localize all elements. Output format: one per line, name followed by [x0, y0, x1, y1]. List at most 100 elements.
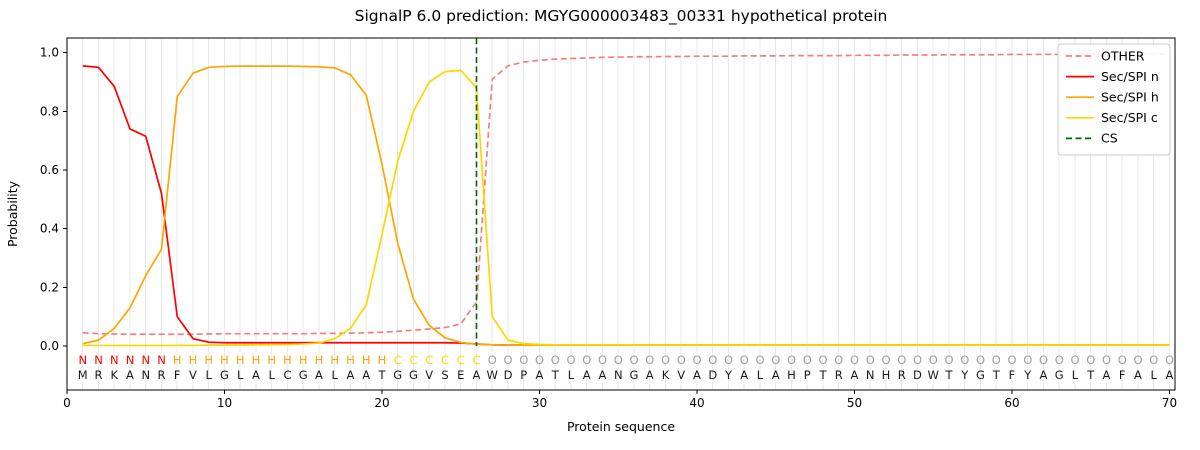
series-line-sec-spi-n: [82, 65, 1170, 346]
region-label: O: [881, 353, 890, 367]
region-label: O: [929, 353, 938, 367]
region-label: O: [1055, 353, 1064, 367]
region-label: O: [787, 353, 796, 367]
plot-frame: [66, 37, 1176, 391]
residue: L: [568, 368, 575, 382]
region-label: H: [330, 353, 339, 367]
chart-title: SignalP 6.0 prediction: MGYG000003483_00…: [355, 7, 888, 26]
region-label: O: [834, 353, 843, 367]
residue: Y: [1023, 368, 1032, 382]
probability-series: [82, 38, 1170, 347]
region-label: O: [724, 353, 733, 367]
region-label: H: [220, 353, 229, 367]
y-tick-label: 0.4: [40, 222, 59, 236]
region-label: H: [299, 353, 308, 367]
residue: L: [206, 368, 213, 382]
residue: A: [1103, 368, 1111, 382]
residue: H: [882, 368, 891, 382]
residue: W: [487, 368, 498, 382]
residue: N: [866, 368, 875, 382]
region-label: O: [503, 353, 512, 367]
residue: G: [1055, 368, 1064, 382]
residue: A: [740, 368, 748, 382]
series-line-other: [82, 53, 1170, 336]
region-label: N: [94, 353, 103, 367]
region-label: O: [692, 353, 701, 367]
region-label: H: [173, 353, 182, 367]
region-label: O: [645, 353, 654, 367]
region-label: H: [346, 353, 355, 367]
region-label: O: [1165, 353, 1174, 367]
region-label: O: [488, 353, 497, 367]
sequence-rows: NMNRNKNANNNRHFHVHLHGHLHAHLHCHGHAHLHAHAHT…: [78, 353, 1174, 382]
residue: N: [614, 368, 623, 382]
residue: A: [583, 368, 591, 382]
x-tick-label: 50: [847, 396, 862, 410]
region-label: O: [1070, 353, 1079, 367]
series-line-sec-spi-c: [82, 69, 1170, 347]
residue: H: [787, 368, 796, 382]
region-label: C: [457, 353, 465, 367]
plot-frame-group: [66, 37, 1176, 391]
region-label: C: [472, 353, 480, 367]
legend-label-sec-spi-n: Sec/SPI n: [1101, 69, 1159, 84]
legend-label-sec-spi-c: Sec/SPI c: [1101, 110, 1158, 125]
region-label: O: [740, 353, 749, 367]
residue: G: [976, 368, 985, 382]
residue: A: [1166, 368, 1174, 382]
residue: C: [283, 368, 291, 382]
residue: K: [662, 368, 670, 382]
residue: S: [441, 368, 448, 382]
residue: L: [1072, 368, 1079, 382]
residue: V: [677, 368, 685, 382]
region-label: O: [755, 353, 764, 367]
y-tick-label: 1.0: [40, 46, 59, 60]
region-label: N: [126, 353, 135, 367]
gridlines: [82, 38, 1170, 390]
x-axis-label: Protein sequence: [567, 419, 675, 434]
region-label: O: [519, 353, 528, 367]
legend-label-cs: CS: [1101, 131, 1118, 146]
region-label: O: [944, 353, 953, 367]
residue: A: [851, 368, 859, 382]
region-label: N: [110, 353, 119, 367]
region-label: H: [189, 353, 198, 367]
region-label: O: [1007, 353, 1016, 367]
y-tick-label: 0.0: [40, 339, 59, 353]
region-label: O: [629, 353, 638, 367]
region-label: N: [78, 353, 87, 367]
residue: R: [898, 368, 906, 382]
residue: T: [818, 368, 827, 382]
legend-label-sec-spi-h: Sec/SPI h: [1101, 90, 1159, 105]
x-tick-label: 20: [374, 396, 389, 410]
residue: R: [835, 368, 843, 382]
residue: A: [315, 368, 323, 382]
residue: F: [1009, 368, 1016, 382]
x-tick-label: 0: [63, 396, 71, 410]
residue: G: [220, 368, 229, 382]
region-label: H: [267, 353, 276, 367]
region-label: O: [566, 353, 575, 367]
residue: A: [646, 368, 654, 382]
legend-label-other: OTHER: [1101, 48, 1145, 63]
region-label: H: [362, 353, 371, 367]
region-label: O: [1102, 353, 1111, 367]
region-label: H: [378, 353, 387, 367]
residue: A: [347, 368, 355, 382]
region-label: O: [661, 353, 670, 367]
residue: W: [928, 368, 939, 382]
x-tick-label: 70: [1162, 396, 1177, 410]
legend: OTHER Sec/SPI n Sec/SPI h Sec/SPI c CS: [1057, 43, 1171, 156]
residue: G: [630, 368, 639, 382]
residue: A: [473, 368, 481, 382]
residue: T: [377, 368, 386, 382]
y-tick-label: 0.8: [40, 104, 59, 118]
residue: L: [237, 368, 244, 382]
region-label: H: [252, 353, 261, 367]
region-label: O: [1118, 353, 1127, 367]
x-tick-label: 30: [532, 396, 547, 410]
residue: A: [362, 368, 370, 382]
region-label: O: [803, 353, 812, 367]
residue: V: [189, 368, 197, 382]
